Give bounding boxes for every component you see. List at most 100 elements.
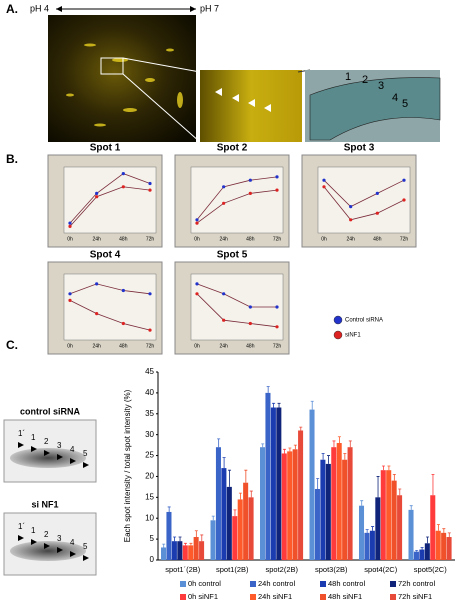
error-bar: [343, 453, 347, 460]
data-point: [322, 185, 326, 189]
spot-number: 5: [402, 98, 408, 110]
legend-label: Control siRNA: [345, 318, 383, 324]
gel-arrow: [18, 442, 24, 448]
data-point: [121, 185, 125, 189]
legend-label: 0h siNF1: [188, 592, 218, 601]
error-bar: [189, 542, 193, 546]
data-point: [375, 191, 379, 195]
x-tick-label: spot5(2C): [414, 565, 447, 574]
bar: [270, 407, 276, 560]
x-tick-label: 48h: [119, 343, 128, 349]
bar: [226, 486, 232, 560]
x-tick-label: 72h: [400, 236, 409, 242]
series-line: [196, 189, 278, 224]
bar: [292, 449, 298, 560]
legend-swatch: [250, 594, 256, 600]
legend-swatch: [390, 594, 396, 600]
plot-area: [63, 166, 157, 234]
y-tick-label: 40: [145, 388, 154, 397]
legend-label: 24h control: [258, 579, 295, 588]
panel-label: A.: [6, 2, 18, 16]
bar: [413, 551, 419, 560]
x-tick-label: 0h: [194, 343, 200, 349]
data-point: [349, 218, 353, 222]
error-bar: [310, 400, 314, 410]
error-bar: [217, 438, 221, 448]
bar: [276, 407, 282, 560]
data-point: [222, 201, 226, 205]
error-bar: [365, 529, 369, 533]
error-bar: [282, 448, 286, 454]
y-tick-label: 0: [150, 555, 155, 564]
bar: [248, 497, 254, 560]
gel-arrow: [44, 543, 50, 549]
bar: [380, 470, 386, 560]
data-point: [402, 198, 406, 202]
x-tick-label: spot3(2B): [315, 565, 348, 574]
zoom-line: [122, 73, 201, 143]
bar: [359, 505, 365, 560]
y-tick-label: 15: [145, 492, 154, 501]
x-tick-label: 24h: [92, 236, 101, 242]
data-point: [248, 321, 252, 326]
series-line: [323, 179, 405, 208]
error-bar: [321, 453, 325, 460]
bar: [281, 453, 287, 560]
error-bar: [409, 505, 413, 510]
legend-swatch: [320, 594, 326, 600]
error-bar: [381, 465, 385, 471]
gel-arrow: [83, 462, 89, 468]
ph-label: pH 4: [30, 3, 49, 13]
x-tick-label: 48h: [373, 236, 382, 242]
data-point: [68, 221, 72, 225]
spot-arrows: [215, 88, 271, 112]
error-bar: [327, 455, 331, 464]
gel-label: 3: [57, 441, 62, 450]
bar: [397, 495, 403, 560]
error-bar: [272, 402, 276, 408]
data-point: [95, 312, 99, 316]
chart-title: Spot 1: [90, 143, 121, 154]
x-tick-label: spot1(2B): [216, 565, 249, 574]
x-tick-label: 48h: [246, 343, 255, 349]
y-tick-label: 10: [145, 513, 154, 522]
error-bar: [266, 386, 270, 393]
data-point: [68, 298, 72, 302]
bar: [188, 545, 194, 560]
bar: [441, 532, 447, 560]
error-bar: [376, 476, 380, 498]
legend-swatch: [320, 581, 326, 587]
legend-marker: [333, 315, 343, 325]
series-line: [69, 186, 151, 227]
data-point: [248, 191, 252, 195]
bar: [221, 468, 227, 560]
error-bar: [442, 528, 446, 533]
x-tick-label: 24h: [92, 343, 101, 349]
bar: [298, 430, 304, 560]
x-tick-label: 48h: [119, 236, 128, 242]
gel-label: 1´: [18, 522, 25, 531]
bar: [446, 537, 452, 560]
gel-label: 3: [57, 534, 62, 543]
bar: [419, 549, 425, 560]
legend-swatch: [180, 581, 186, 587]
bar: [435, 530, 441, 560]
bar: [232, 516, 238, 560]
chart-title: Spot 4: [90, 250, 121, 261]
zoom-image: [200, 70, 302, 142]
series-line: [69, 283, 151, 295]
x-tick-label: 24h: [219, 343, 228, 349]
error-bar: [261, 443, 265, 448]
error-bar: [277, 402, 281, 408]
legend-label: siNF1: [345, 333, 361, 339]
y-tick-label: 20: [145, 472, 154, 481]
legend-label: 72h siNF1: [398, 592, 432, 601]
bar: [215, 447, 221, 560]
zoom-box: [100, 57, 124, 75]
data-point: [121, 288, 125, 293]
bar: [430, 495, 436, 560]
bar: [375, 497, 381, 560]
ph-label: pH 7: [200, 3, 219, 13]
data-point: [248, 178, 252, 182]
error-bar: [173, 536, 177, 542]
